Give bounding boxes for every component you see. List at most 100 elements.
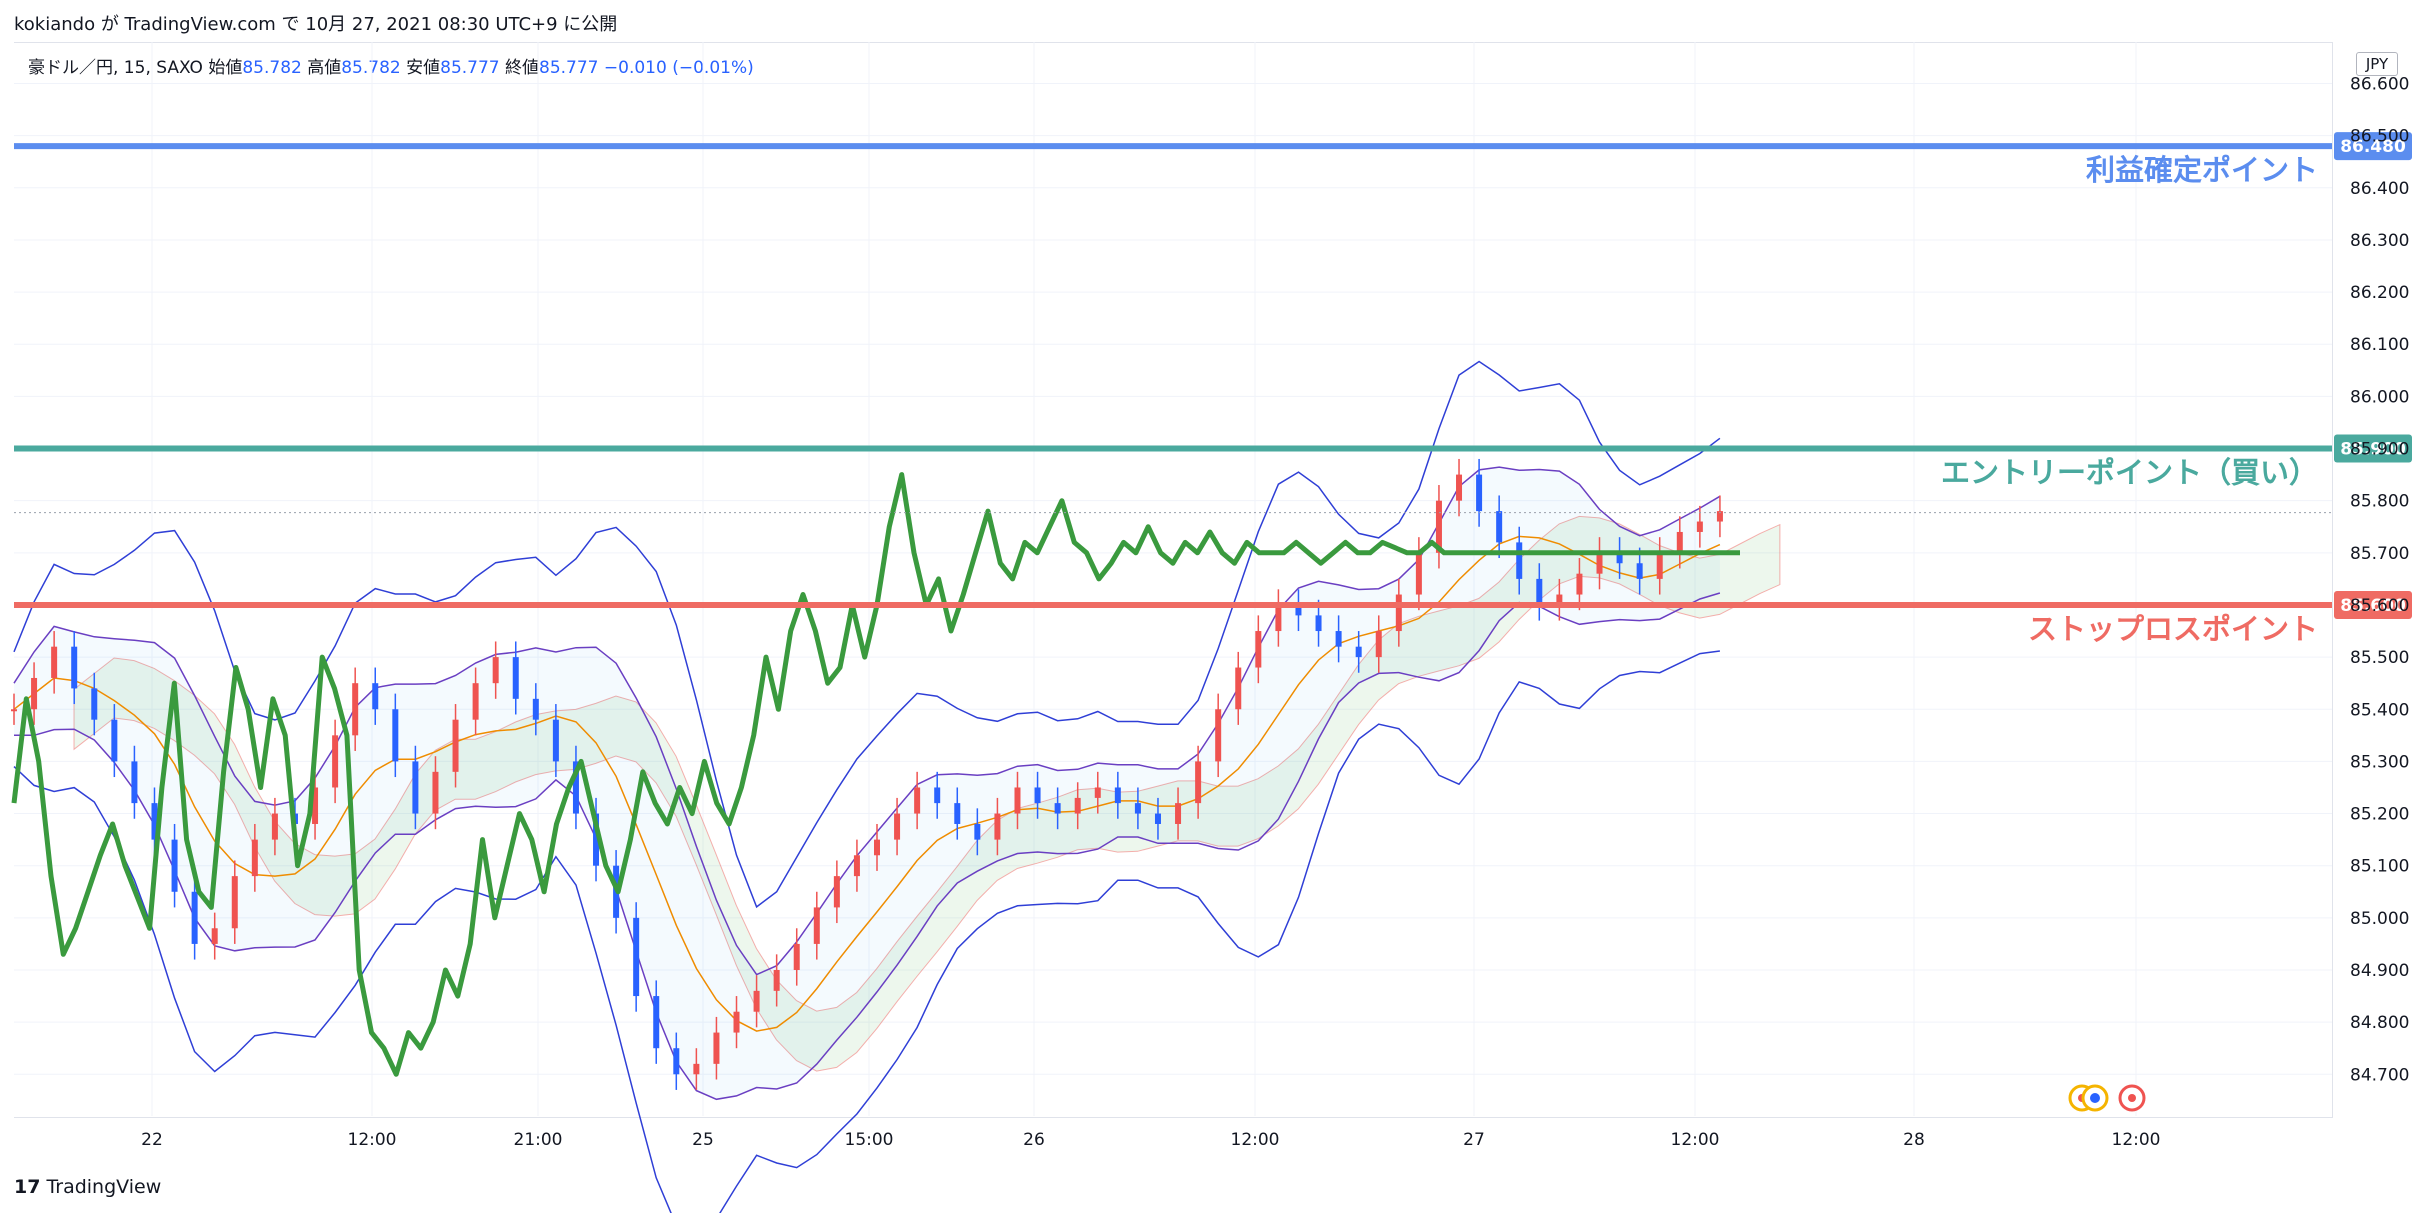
candle-body (572, 761, 579, 814)
candle-body (1456, 474, 1463, 501)
candle-body (452, 719, 459, 772)
y-tick-label: 86.600 (2350, 75, 2409, 95)
event-markers (2068, 1084, 2146, 1112)
candle-body (151, 803, 158, 840)
candle-body (593, 813, 600, 866)
candle-body (833, 876, 840, 908)
y-tick-label: 85.700 (2350, 544, 2409, 564)
y-tick-label: 84.700 (2350, 1065, 2409, 1085)
y-tick-label: 85.400 (2350, 700, 2409, 720)
change-value: −0.010 (−0.01%) (603, 58, 754, 78)
y-tick-label: 86.100 (2350, 335, 2409, 355)
candle-body (1094, 787, 1101, 798)
candle-body (1636, 563, 1643, 579)
candle-body (352, 683, 359, 736)
candle-body (1134, 803, 1141, 814)
price-label-bg (2334, 132, 2412, 161)
candle-body (1656, 552, 1663, 579)
y-tick-label: 85.100 (2350, 857, 2409, 877)
candle-body (332, 735, 339, 788)
symbol-name[interactable]: 豪ドル／円, 15, SAXO (28, 58, 203, 78)
level-annotation: エントリーポイント（買い） (1941, 456, 2318, 490)
candle-body (51, 646, 58, 678)
y-tick-label: 85.300 (2350, 752, 2409, 772)
candle-body (1295, 604, 1302, 616)
candle-body (1114, 787, 1121, 804)
currency-button[interactable]: JPY (2356, 52, 2398, 76)
candle-body (853, 855, 860, 877)
candle-body (171, 839, 178, 892)
high-value: 85.782 (341, 58, 401, 78)
y-tick-label: 86.200 (2350, 283, 2409, 303)
candle-body (111, 719, 118, 762)
x-tick-label: 12:00 (348, 1130, 397, 1150)
candle-body (693, 1063, 700, 1075)
candle-body (1616, 552, 1623, 564)
candle-body (934, 787, 941, 804)
candle-body (753, 990, 760, 1012)
candle-body (512, 657, 519, 699)
candle-body (733, 1011, 740, 1033)
publish-header: kokiando が TradingView.com で 10月 27, 202… (0, 0, 2431, 40)
x-tick-label: 21:00 (514, 1130, 563, 1150)
moon-dot-icon (2090, 1093, 2100, 1103)
candle-body (1195, 761, 1202, 804)
close-label: 終値 (505, 58, 540, 78)
tradingview-brand[interactable]: 17 TradingView (14, 1176, 161, 1198)
time-axis: 22 12:00 21:00 25 15:00 26 12:00 27 12:00 28 12:00 (141, 1130, 2160, 1150)
x-tick-label: 12:00 (1671, 1130, 1720, 1150)
candle-body (1074, 797, 1081, 814)
candle-body (994, 813, 1001, 840)
x-tick-label: 25 (692, 1130, 714, 1150)
price-label: 85.600 (2340, 596, 2406, 616)
candle-body (1476, 474, 1483, 512)
candle-body (1235, 667, 1242, 710)
y-tick-label: 86.300 (2350, 231, 2409, 251)
candle-body (673, 1048, 680, 1075)
horizontal-levels: 利益確定ポイント 86.480 エントリーポイント（買い） 85.900 ストップロスポ… (14, 132, 2412, 646)
candle-body (793, 943, 800, 970)
y-tick-label: 84.900 (2350, 961, 2409, 981)
y-tick-label: 85.000 (2350, 909, 2409, 929)
y-tick-label: 86.500 (2350, 127, 2409, 147)
candle-body (312, 787, 319, 824)
candle-body (271, 813, 278, 840)
low-value: 85.777 (440, 58, 500, 78)
bollinger-lower-outer (13, 650, 1720, 1213)
candle-body (372, 683, 379, 710)
price-label-bg (2334, 434, 2412, 463)
y-tick-label: 84.800 (2350, 1013, 2409, 1033)
x-tick-label: 12:00 (1231, 1130, 1280, 1150)
symbol-legend: 豪ドル／円, 15, SAXO 始値85.782 高値85.782 安値85.7… (28, 53, 754, 78)
y-tick-label: 86.000 (2350, 387, 2409, 407)
level-annotation: 利益確定ポイント (2086, 153, 2318, 187)
x-tick-label: 12:00 (2112, 1130, 2161, 1150)
candle-body (1054, 803, 1061, 814)
candle-body (432, 771, 439, 814)
y-tick-label: 85.200 (2350, 805, 2409, 825)
candle-body (392, 709, 399, 762)
candle-body (1516, 542, 1523, 579)
candle-body (1255, 631, 1262, 668)
candle-body (1315, 615, 1322, 632)
candle-body (974, 823, 981, 840)
candle-body (1496, 511, 1503, 543)
grid-lines (14, 42, 2332, 1116)
tradingview-logo-icon: 17 (14, 1176, 41, 1198)
open-value: 85.782 (242, 58, 302, 78)
brand-name: TradingView (46, 1176, 162, 1198)
candle-body (1395, 594, 1402, 632)
y-tick-label: 85.800 (2350, 492, 2409, 512)
chart-plot-area[interactable] (14, 42, 2333, 1118)
y-tick-label: 85.600 (2350, 596, 2409, 616)
candle-body (874, 839, 880, 856)
x-tick-label: 22 (141, 1130, 163, 1150)
close-value: 85.777 (539, 58, 599, 78)
y-tick-label: 85.900 (2350, 440, 2409, 460)
candle-body (251, 839, 258, 877)
candle-body (412, 761, 419, 814)
bollinger-upper-inner (13, 466, 1721, 976)
x-tick-label: 28 (1903, 1130, 1925, 1150)
candle-body (1375, 631, 1382, 658)
